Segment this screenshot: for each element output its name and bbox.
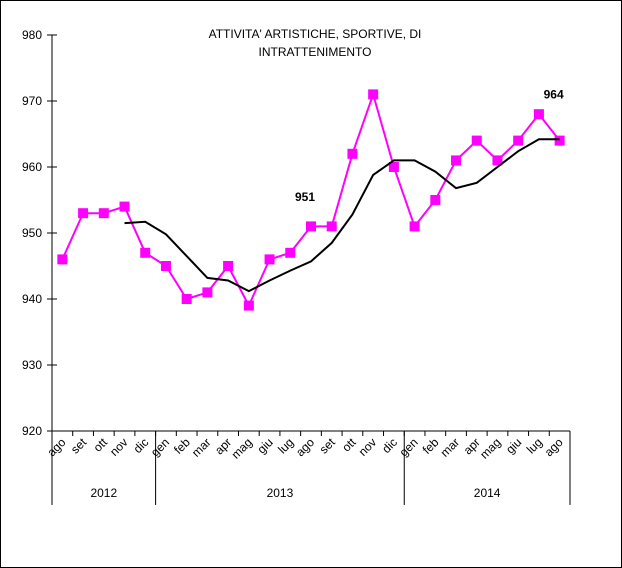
marker [98,208,109,219]
group-label: 2013 [267,486,294,500]
marker [471,135,482,146]
chart-title: ATTIVITA' ARTISTICHE, SPORTIVE, DI [209,27,422,41]
marker [140,247,151,258]
marker [533,109,544,120]
y-tick-label: 980 [22,28,42,42]
marker [202,287,213,298]
marker [513,135,524,146]
marker [57,254,68,265]
marker [368,89,379,100]
marker [409,221,420,232]
group-label: 2012 [90,486,117,500]
marker [326,221,337,232]
marker [492,155,503,166]
y-tick-label: 950 [22,226,42,240]
marker [347,148,358,159]
data-label: 951 [295,190,315,204]
chart-title: INTRATTENIMENTO [259,45,372,59]
y-tick-label: 930 [22,358,42,372]
series-line [124,138,560,293]
y-tick-label: 970 [22,94,42,108]
marker [388,162,399,172]
y-tick-label: 940 [22,292,42,306]
y-tick-label: 920 [22,424,42,438]
y-tick-label: 960 [22,160,42,174]
marker [285,247,296,258]
group-label: 2014 [474,486,501,500]
marker [160,261,171,271]
marker [264,254,275,265]
marker [430,195,441,205]
marker [451,155,462,166]
marker [78,208,89,219]
marker [119,201,130,212]
marker [181,294,192,304]
marker [554,135,565,146]
marker [243,300,254,311]
marker [223,261,234,271]
marker [306,221,316,232]
data-label: 964 [544,88,564,102]
